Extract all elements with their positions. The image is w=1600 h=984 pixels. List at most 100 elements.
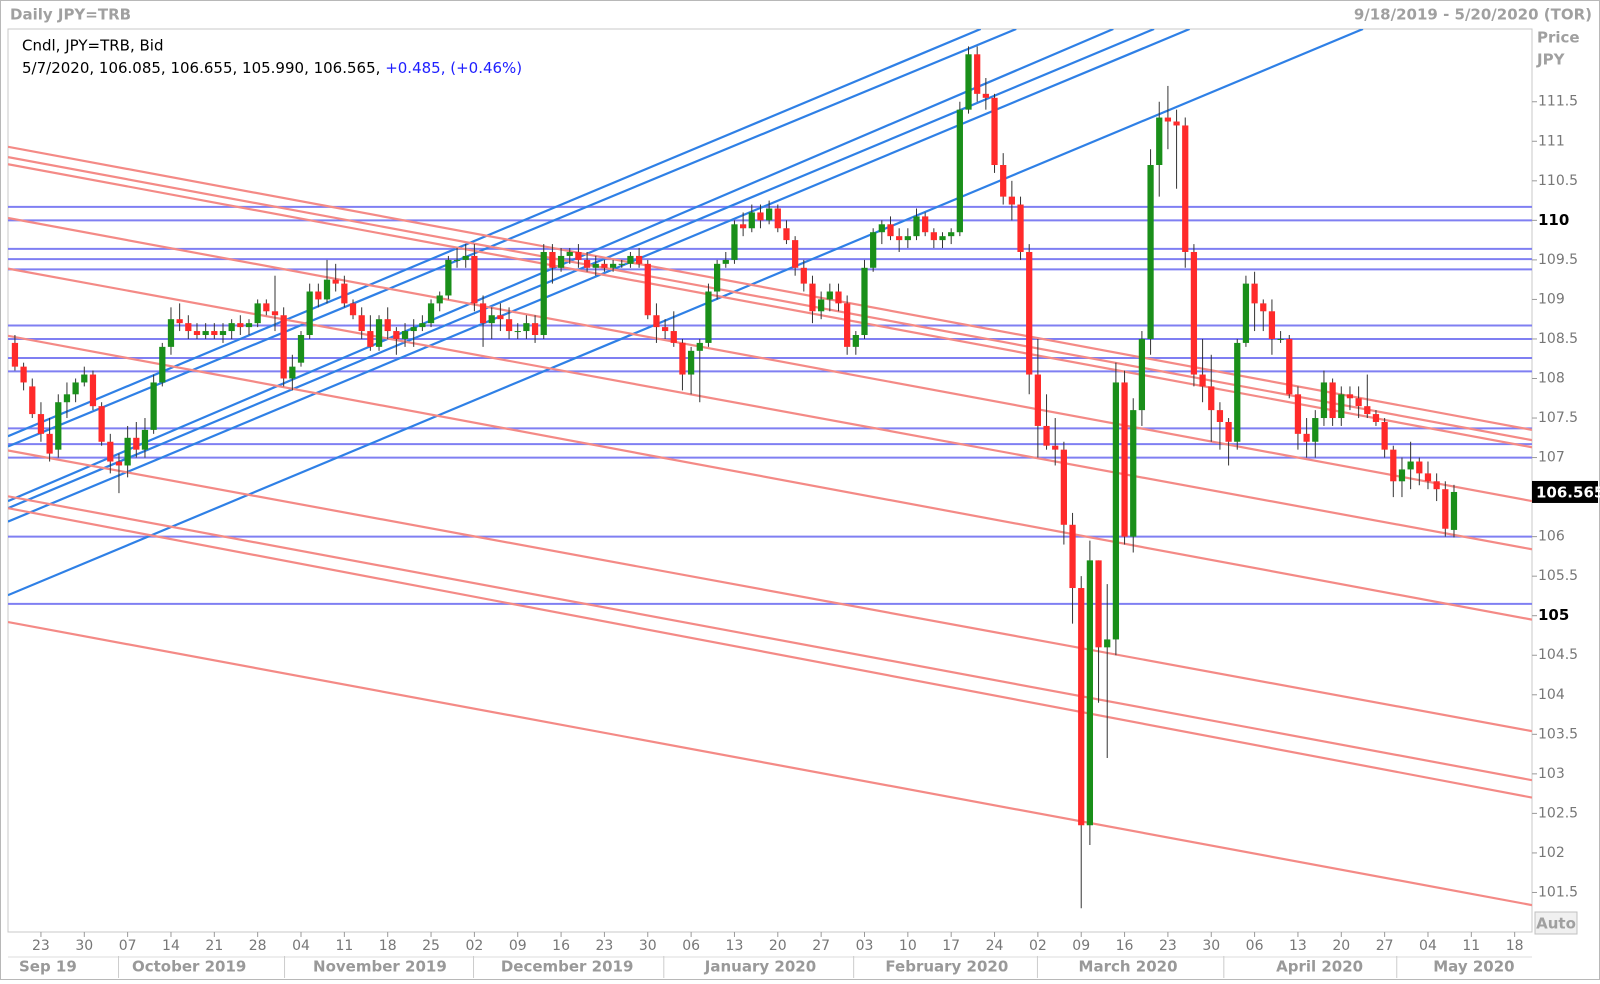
candle-body	[193, 331, 201, 336]
candle-body	[1260, 303, 1267, 312]
candle-body	[1398, 469, 1406, 482]
candle-body	[462, 255, 469, 260]
candle-body	[133, 437, 140, 450]
x-tick-label: 16	[1116, 938, 1134, 954]
x-tick-label: 30	[639, 938, 657, 954]
auto-scale-button[interactable]	[1534, 911, 1578, 935]
candle-body	[1416, 461, 1423, 474]
candle-body	[185, 323, 192, 332]
candle-body	[939, 236, 946, 241]
candle-body	[800, 267, 807, 284]
candle-body	[289, 366, 296, 379]
x-tick-label: 03	[856, 938, 874, 954]
x-tick-label: 13	[726, 938, 744, 954]
candle-body	[1078, 588, 1085, 826]
candle-body	[176, 319, 183, 324]
x-tick-label: 25	[422, 938, 440, 954]
candle-body	[1442, 489, 1449, 529]
candle-body	[757, 212, 764, 221]
candle-body	[55, 402, 62, 450]
candle-body	[150, 382, 157, 430]
candle-body	[1017, 204, 1024, 252]
candle-body	[1433, 481, 1440, 490]
candle-body	[271, 311, 279, 316]
candle-body	[46, 433, 53, 454]
candle-body	[1147, 165, 1154, 339]
candle-body	[1450, 491, 1458, 530]
x-tick-label: 06	[1246, 938, 1264, 954]
trend-line	[8, 620, 1532, 907]
candle-body	[341, 283, 348, 304]
candle-body	[497, 315, 504, 320]
candle-body	[1008, 196, 1015, 205]
candle-body	[748, 212, 755, 229]
trend-line	[8, 334, 1532, 621]
auto-scale-label[interactable]: Auto	[1536, 915, 1576, 933]
candle-body	[11, 342, 19, 367]
candle-body	[393, 331, 400, 339]
candle-body	[1407, 461, 1414, 470]
y-tick-label: 108.5	[1538, 331, 1578, 347]
candle-body	[1060, 449, 1067, 525]
candle-body	[427, 303, 435, 324]
candle-body	[107, 441, 114, 462]
candle-body	[948, 232, 955, 237]
candle-body	[774, 208, 781, 229]
candle-body	[20, 366, 27, 383]
y-tick-label: 105	[1538, 606, 1569, 624]
y-tick-label: 102.5	[1538, 805, 1578, 821]
candle-body	[1104, 639, 1111, 648]
candle-body	[1086, 560, 1094, 826]
y-tick-label: 105.5	[1538, 568, 1578, 584]
trend-line	[8, 156, 1532, 442]
trend-line	[8, 29, 1155, 510]
candle-body	[826, 291, 833, 300]
month-label: Sep 19	[19, 958, 77, 976]
candle-body	[1095, 560, 1102, 648]
y-tick-label: 111	[1538, 133, 1565, 149]
candle-body	[1182, 125, 1189, 252]
candle-body	[1355, 398, 1362, 407]
y-tick-label: 109.5	[1538, 252, 1578, 268]
x-tick-label: 09	[509, 938, 527, 954]
candle-body	[991, 97, 998, 166]
x-tick-label: 23	[32, 938, 50, 954]
month-label: October 2019	[132, 958, 246, 976]
candle-body	[783, 228, 790, 241]
candle-body	[514, 331, 521, 333]
candle-body	[306, 291, 313, 336]
candles	[11, 46, 1458, 909]
candle-body	[1156, 117, 1163, 166]
axis-title: Price	[1537, 29, 1580, 47]
candle-body	[635, 255, 643, 264]
candle-body	[809, 283, 816, 312]
candle-body	[401, 331, 409, 339]
candle-body	[583, 259, 591, 268]
candle-body	[601, 263, 608, 268]
legend-ohlc: 5/7/2020, 106.085, 106.655, 105.990, 106…	[22, 59, 522, 77]
candle-body	[1329, 382, 1336, 419]
candle-body	[1173, 121, 1180, 126]
y-tick-label: 104.5	[1538, 647, 1578, 663]
candle-body	[566, 251, 573, 256]
x-tick-label: 11	[335, 938, 353, 954]
x-tick-label: 20	[769, 938, 787, 954]
candle-body	[644, 263, 651, 316]
last-price-label: 106.565	[1536, 483, 1600, 501]
x-tick-label: 04	[292, 938, 310, 954]
candle-body	[870, 232, 877, 268]
candle-body	[202, 331, 209, 336]
candle-body	[1216, 410, 1224, 422]
candle-body	[124, 437, 131, 466]
candle-body	[1043, 425, 1050, 446]
y-tick-label: 110	[1538, 211, 1569, 229]
y-tick-label: 110.5	[1538, 173, 1578, 189]
candle-body	[228, 323, 235, 332]
candle-body	[159, 346, 166, 383]
date-range: 9/18/2019 - 5/20/2020 (TOR)	[1354, 6, 1592, 24]
candle-body	[323, 279, 331, 300]
candle-body	[349, 303, 357, 316]
x-tick-label: 10	[899, 938, 917, 954]
candle-body	[1364, 406, 1371, 415]
candle-body	[549, 251, 556, 268]
